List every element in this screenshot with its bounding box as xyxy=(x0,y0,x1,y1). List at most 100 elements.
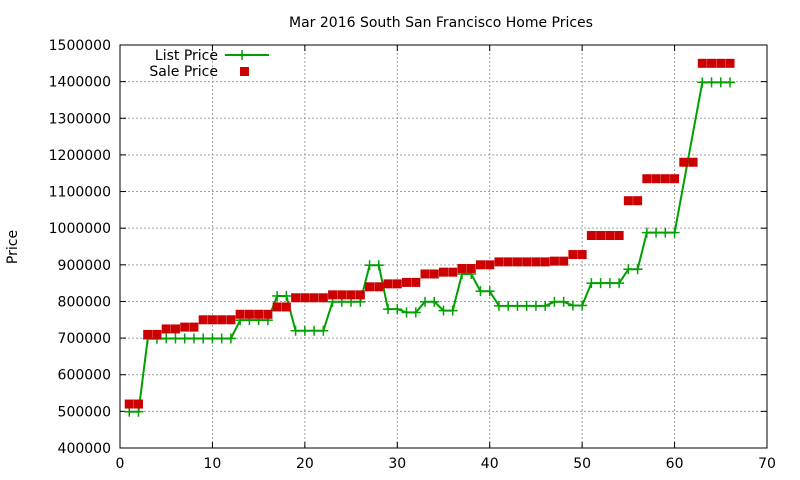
sale-price-point xyxy=(328,290,338,300)
sale-price-point xyxy=(254,309,264,319)
sale-price-point xyxy=(281,302,291,312)
sale-price-point xyxy=(124,399,134,409)
x-tick-label: 0 xyxy=(116,456,125,472)
sale-price-point xyxy=(475,260,485,270)
list-price-point xyxy=(161,333,172,344)
list-price-point xyxy=(706,77,717,88)
x-tick-label: 60 xyxy=(666,456,684,472)
sale-price-point xyxy=(559,256,569,266)
sale-price-point xyxy=(420,269,430,279)
list-price-point xyxy=(299,325,310,336)
sale-price-point xyxy=(235,309,245,319)
y-tick-label: 800000 xyxy=(58,294,111,310)
list-price-point xyxy=(420,296,431,307)
sale-price-point xyxy=(540,257,550,267)
sale-price-point xyxy=(623,196,633,206)
sale-price-point xyxy=(198,315,208,325)
list-price-point xyxy=(493,300,504,311)
y-tick-label: 500000 xyxy=(58,404,111,420)
sale-price-point xyxy=(291,293,301,303)
y-tick-label: 400000 xyxy=(58,441,111,457)
sale-price-point xyxy=(217,315,227,325)
sale-price-point xyxy=(466,263,476,273)
list-price-point xyxy=(225,333,236,344)
sale-price-point xyxy=(392,279,402,289)
sale-price-point xyxy=(596,231,606,241)
x-tick-label: 40 xyxy=(481,456,499,472)
list-price-point xyxy=(447,305,458,316)
y-tick-label: 1000000 xyxy=(49,221,111,237)
list-price-point xyxy=(318,325,329,336)
list-price-point xyxy=(475,286,486,297)
sale-price-point xyxy=(586,231,596,241)
sale-price-point xyxy=(605,231,615,241)
sale-price-point xyxy=(402,277,412,287)
sale-price-point xyxy=(522,257,532,267)
legend-sale-price-label: Sale Price xyxy=(149,64,218,80)
sale-price-point xyxy=(374,282,384,292)
list-price-point xyxy=(272,290,283,301)
list-price-point xyxy=(567,300,578,311)
list-price-point xyxy=(669,227,680,238)
sale-price-point xyxy=(429,269,439,279)
list-price-point xyxy=(309,325,320,336)
list-price-point xyxy=(179,333,190,344)
sale-price-point xyxy=(494,257,504,267)
y-tick-label: 1400000 xyxy=(49,75,111,91)
list-price-point xyxy=(383,304,394,315)
sale-price-point xyxy=(244,309,254,319)
x-tick-label: 10 xyxy=(204,456,222,472)
sale-price-point xyxy=(688,157,698,167)
sale-price-point xyxy=(180,322,190,332)
y-tick-label: 900000 xyxy=(58,258,111,274)
sale-price-point xyxy=(207,315,217,325)
list-price-point xyxy=(604,278,615,289)
list-price-point xyxy=(540,300,551,311)
sale-price-point xyxy=(531,257,541,267)
x-tick-label: 20 xyxy=(296,456,314,472)
y-tick-label: 700000 xyxy=(58,331,111,347)
sale-price-point xyxy=(651,174,661,184)
x-tick-label: 70 xyxy=(758,456,776,472)
list-price-point xyxy=(558,296,569,307)
sale-price-point xyxy=(633,196,643,206)
grid-lines xyxy=(120,45,767,448)
list-price-point xyxy=(660,227,671,238)
list-price-point xyxy=(623,264,634,275)
sale-price-point xyxy=(642,174,652,184)
sale-price-point xyxy=(457,263,467,273)
sale-price-point xyxy=(263,309,273,319)
sale-price-point xyxy=(512,257,522,267)
chart-title: Mar 2016 South San Francisco Home Prices xyxy=(289,15,593,31)
list-price-point xyxy=(216,333,227,344)
sale-price-point xyxy=(309,293,319,303)
sale-price-point xyxy=(716,58,726,68)
list-price-point xyxy=(586,278,597,289)
list-price-point xyxy=(715,77,726,88)
sale-price-point xyxy=(568,250,578,260)
list-price-point xyxy=(595,278,606,289)
sale-price-point xyxy=(189,322,199,332)
sale-price-point xyxy=(337,290,347,300)
list-price-point xyxy=(438,305,449,316)
sale-price-point xyxy=(614,231,624,241)
list-price-point xyxy=(290,325,301,336)
x-tick-label: 50 xyxy=(573,456,591,472)
y-tick-label: 600000 xyxy=(58,368,111,384)
list-price-point xyxy=(549,296,560,307)
sale-price-point xyxy=(272,302,282,312)
sale-price-point xyxy=(577,250,587,260)
sale-price-point xyxy=(679,157,689,167)
legend-sale-price-marker xyxy=(240,67,249,76)
list-price-point xyxy=(410,307,421,318)
sale-price-point xyxy=(670,174,680,184)
sale-price-point xyxy=(355,290,365,300)
list-price-point xyxy=(577,300,588,311)
sale-price-point xyxy=(170,324,180,334)
list-price-point xyxy=(373,260,384,271)
sale-price-point xyxy=(707,58,717,68)
y-tick-label: 1500000 xyxy=(49,38,111,54)
sale-price-point xyxy=(697,58,707,68)
sale-price-point xyxy=(133,399,143,409)
